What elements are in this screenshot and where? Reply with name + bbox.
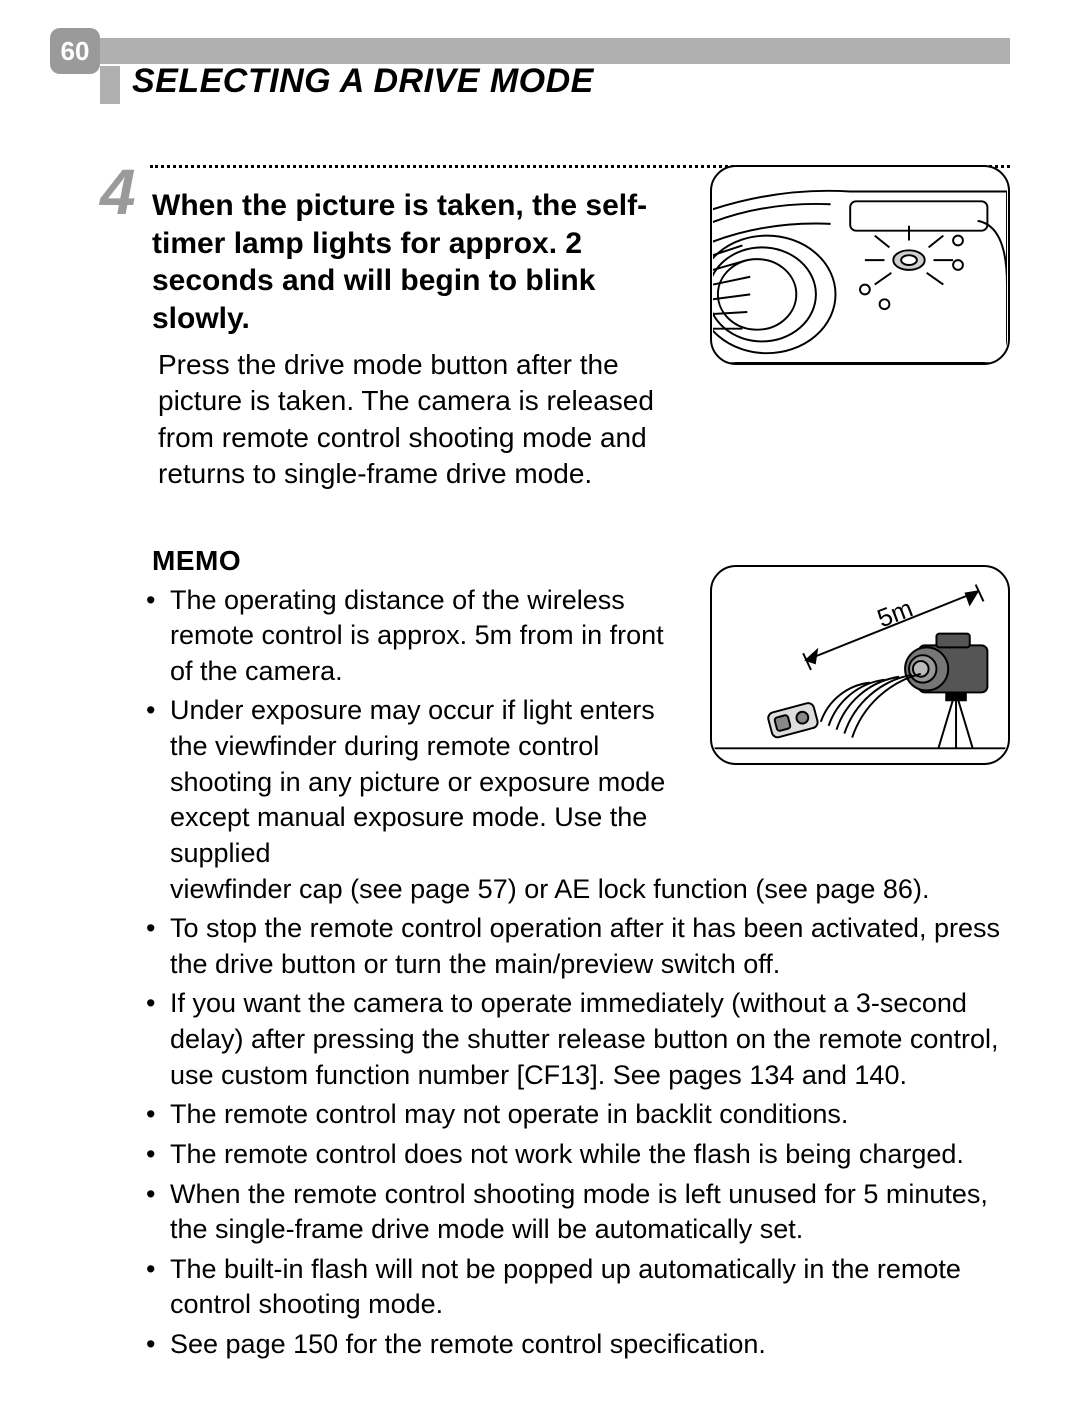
section-title: SELECTING A DRIVE MODE [132,62,594,101]
step-number: 4 [100,155,136,229]
header-bar [100,38,1010,64]
memo-item: The remote control may not operate in ba… [140,1097,1010,1133]
manual-page: 60 SELECTING A DRIVE MODE 4 [0,0,1080,1427]
memo-section: 5m MEMO The operating distance of the wi… [100,545,1010,1363]
memo-item: The operating distance of the wireless r… [140,583,680,690]
content-area: 4 [100,165,1010,1367]
memo-item: When the remote control shooting mode is… [140,1177,1010,1248]
figure-camera-top [710,165,1010,365]
distance-label: 5m [874,595,917,634]
memo-item: The remote control does not work while t… [140,1137,1010,1173]
title-accent-bar [100,66,120,104]
memo-item: See page 150 for the remote control spec… [140,1327,1010,1363]
step-body: When the picture is taken, the self-time… [152,165,670,493]
page-number-badge: 60 [50,28,100,74]
step-text: Press the drive mode button after the pi… [158,347,670,493]
step-heading: When the picture is taken, the self-time… [152,187,670,337]
memo-item: Under exposure may occur if light enters… [140,693,1010,907]
memo-item: The built-in flash will not be popped up… [140,1252,1010,1323]
step-block: 4 [100,165,1010,493]
memo-item: To stop the remote control operation aft… [140,911,1010,982]
memo-list: The operating distance of the wireless r… [140,583,1010,1363]
memo-item: If you want the camera to operate immedi… [140,986,1010,1093]
title-row: SELECTING A DRIVE MODE [100,62,594,104]
camera-top-illustration [712,167,1008,363]
